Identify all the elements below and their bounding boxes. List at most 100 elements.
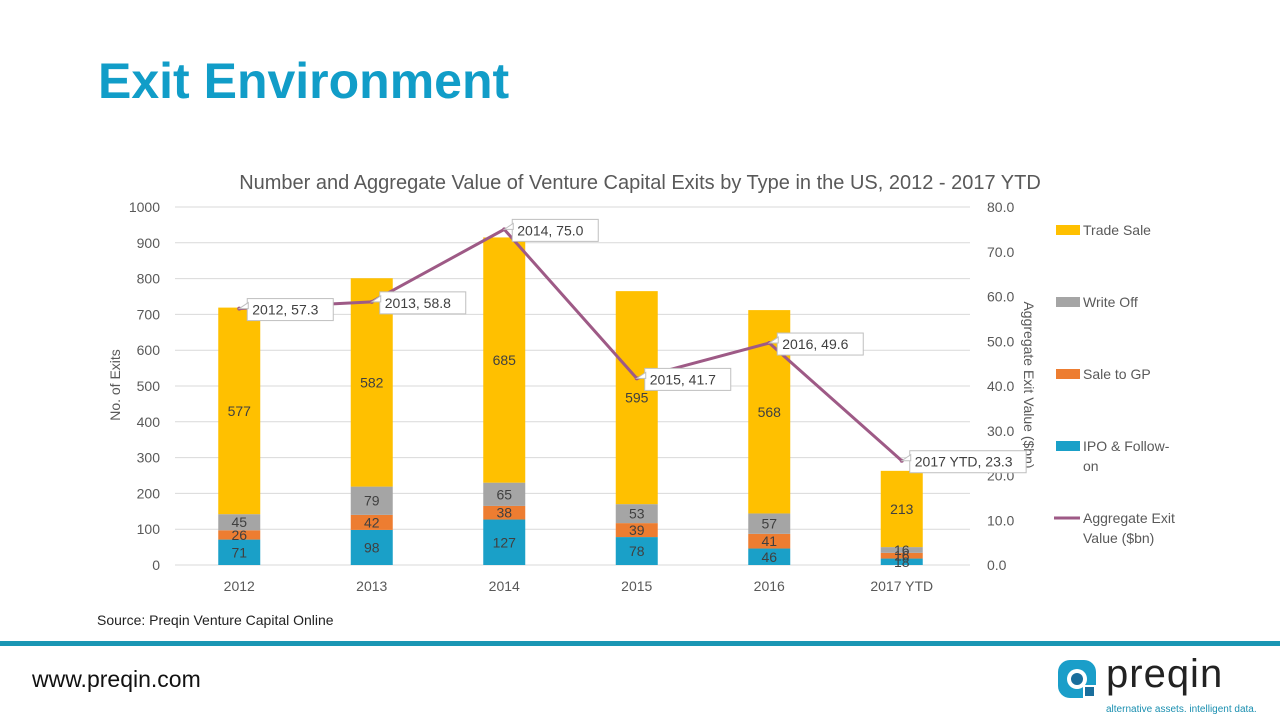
bar-data-label: 98	[364, 539, 380, 555]
preqin-logo-icon	[1058, 660, 1096, 698]
bar-segment	[748, 513, 791, 534]
callout-pointer	[635, 371, 647, 379]
bar-segment	[350, 529, 393, 565]
y2-tick-label: 60.0	[987, 289, 1014, 305]
legend-label: Trade Sale	[1083, 222, 1151, 238]
bar-segment	[615, 504, 658, 524]
bar-data-label: 18	[894, 554, 910, 570]
bar-segment	[615, 291, 658, 505]
bar-data-label: 42	[364, 514, 380, 530]
website-link[interactable]: www.preqin.com	[32, 666, 201, 692]
bar-data-label: 595	[625, 390, 649, 406]
y-tick-label: 800	[137, 271, 161, 287]
bar-data-label: 568	[758, 404, 782, 420]
bar-segment	[218, 530, 261, 540]
bar-data-label: 127	[493, 534, 517, 550]
callout-box	[246, 298, 334, 322]
source-note: Source: Preqin Venture Capital Online	[97, 612, 334, 628]
callout-box	[909, 450, 1027, 474]
bar-data-label: 45	[231, 514, 247, 530]
callout-pointer	[767, 336, 779, 344]
bar-segment	[350, 486, 393, 515]
line-callout: 2012, 57.3	[237, 298, 334, 322]
callout-label: 2012, 57.3	[252, 302, 318, 318]
line-callout: 2017 YTD, 23.3	[900, 450, 1027, 474]
bar-data-label: 57	[761, 516, 777, 532]
bar-data-label: 79	[364, 493, 380, 509]
bar-data-label: 39	[629, 522, 645, 538]
preqin-logo: preqin alternative assets. intelligent d…	[1056, 652, 1257, 720]
bar-data-label: 685	[493, 352, 517, 368]
y-tick-label: 200	[137, 485, 161, 501]
bar-segment	[880, 547, 923, 553]
legend-item: Aggregate Exit Value ($bn)	[1054, 510, 1175, 546]
y2-tick-label: 30.0	[987, 423, 1014, 439]
slide-title: Exit Environment	[98, 53, 510, 109]
callout-box	[776, 332, 864, 356]
y2-tick-label: 10.0	[987, 512, 1014, 528]
y-tick-label: 1000	[129, 199, 160, 215]
bar-data-label: 582	[360, 374, 384, 390]
callout-label: 2017 YTD, 23.3	[915, 454, 1013, 470]
callout-pointer	[900, 453, 912, 462]
bar-data-label: 577	[228, 403, 252, 419]
x-tick-label: 2016	[754, 578, 785, 594]
callout-label: 2013, 58.8	[385, 295, 451, 311]
bar-segment	[748, 548, 791, 565]
bar-segment	[880, 558, 923, 565]
y-tick-label: 0	[152, 557, 160, 573]
bars	[218, 237, 923, 565]
bar-segment	[218, 514, 261, 531]
bar-data-label: 46	[761, 549, 777, 565]
y-tick-label: 700	[137, 306, 161, 322]
legend-label: IPO & Follow-	[1083, 438, 1170, 454]
y-tick-label: 900	[137, 235, 161, 251]
legend-item: Write Off	[1056, 294, 1138, 310]
line-callout: 2014, 75.0	[502, 218, 599, 242]
y2-axis-ticks: 0.010.020.030.040.050.060.070.080.0	[987, 199, 1014, 573]
bar-data-label: 38	[496, 505, 512, 521]
x-tick-label: 2017 YTD	[870, 578, 933, 594]
legend-label: Aggregate Exit	[1083, 510, 1175, 526]
legend-label: Sale to GP	[1083, 366, 1151, 382]
x-tick-label: 2014	[489, 578, 520, 594]
x-axis-ticks: 2012 2013 2014 2015 2016 2017 YTD	[224, 578, 933, 594]
y-tick-label: 600	[137, 342, 161, 358]
y-tick-label: 400	[137, 414, 161, 430]
callout-label: 2016, 49.6	[782, 336, 848, 352]
bar-segment	[483, 482, 526, 506]
bar-data-label: 41	[761, 533, 777, 549]
y2-tick-label: 0.0	[987, 557, 1007, 573]
bar-data-label: 16	[894, 548, 910, 564]
callout-pointer	[370, 294, 382, 303]
callout-box	[644, 367, 732, 391]
y-axis-ticks: 0 100 200 300 400 500 600 700 800 900 1000	[129, 199, 160, 573]
callout-box	[511, 218, 599, 242]
legend-item: IPO & Follow-on	[1056, 438, 1170, 474]
x-tick-label: 2012	[224, 578, 255, 594]
legend-swatch	[1056, 441, 1080, 451]
bar-segment	[483, 237, 526, 483]
bar-data-label: 65	[496, 486, 512, 502]
line-callout: 2013, 58.8	[370, 291, 467, 315]
bar-segment	[880, 470, 923, 548]
y2-axis-label: Aggregate Exit Value ($bn)	[1021, 301, 1037, 468]
legend-label: Value ($bn)	[1083, 530, 1154, 546]
bar-segment	[483, 519, 526, 565]
legend-item: Trade Sale	[1056, 222, 1151, 238]
y2-tick-label: 40.0	[987, 378, 1014, 394]
callout-pointer	[502, 222, 514, 230]
x-tick-label: 2013	[356, 578, 387, 594]
gridlines	[175, 206, 970, 566]
bar-data-label: 213	[890, 501, 914, 517]
legend-item: Sale to GP	[1056, 366, 1151, 382]
legend-swatch	[1056, 369, 1080, 379]
y2-tick-label: 50.0	[987, 333, 1014, 349]
bar-data-label: 71	[231, 544, 247, 560]
line-callout: 2015, 41.7	[635, 367, 732, 391]
legend-label: on	[1083, 458, 1099, 474]
callout-label: 2014, 75.0	[517, 222, 583, 238]
chart-container: Number and Aggregate Value of Venture Ca…	[107, 172, 1175, 594]
bar-data-label: 78	[629, 543, 645, 559]
